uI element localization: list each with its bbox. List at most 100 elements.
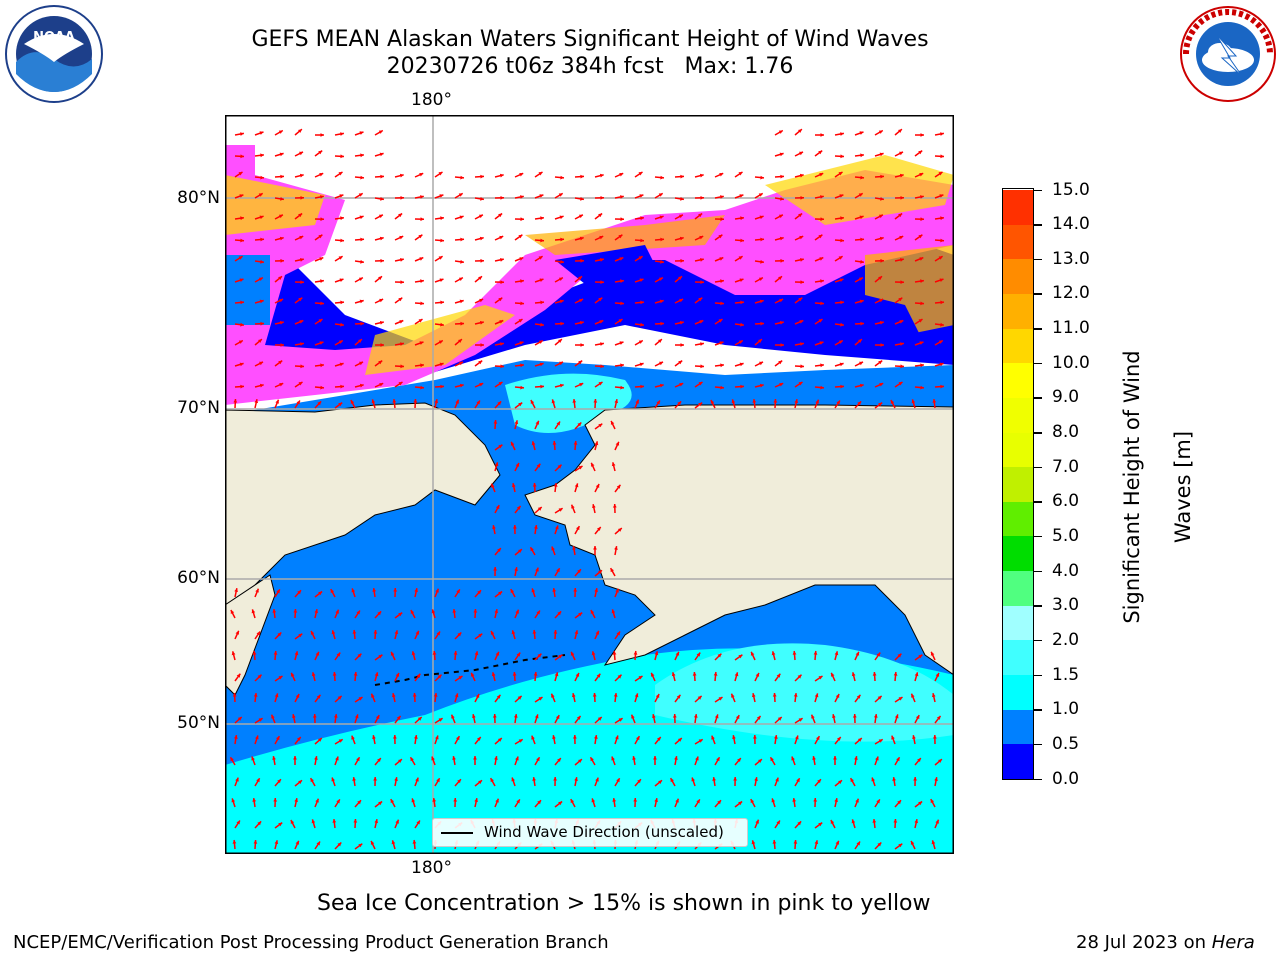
wind-arrow-head: [514, 567, 518, 571]
wind-arrow-head: [294, 798, 298, 802]
wind-arrow-head: [316, 694, 321, 699]
wind-arrow-head: [878, 130, 883, 134]
map-legend: Wind Wave Direction (unscaled): [432, 818, 748, 847]
wind-arrow-head: [258, 277, 263, 281]
colorbar-segment: [1003, 328, 1033, 364]
wind-arrow-head: [511, 777, 515, 782]
wind-arrow-head: [831, 672, 835, 677]
wind-arrow-head: [359, 131, 364, 135]
wind-arrow-head: [473, 756, 477, 760]
wind-arrow-head: [440, 300, 444, 305]
wind-arrow-head: [760, 259, 764, 264]
colorbar-tick: [1034, 535, 1042, 538]
colorbar-tick-label: 6.0: [1052, 491, 1080, 512]
wind-arrow-head: [497, 738, 502, 742]
wind-arrow-head: [230, 757, 234, 762]
wind-arrow-head: [677, 738, 682, 742]
wind-arrow-head: [800, 364, 804, 369]
wind-arrow-head: [658, 780, 662, 784]
colorbar-tick: [1034, 778, 1042, 780]
wind-arrow-head: [515, 462, 520, 467]
wind-arrow-head: [911, 399, 916, 404]
wind-arrow-head: [780, 174, 784, 179]
wind-arrow-head: [900, 364, 904, 369]
wind-arrow-head: [758, 339, 762, 343]
wind-arrow-head: [478, 276, 482, 280]
colorbar-title-line2: Waves [m]: [1171, 430, 1195, 544]
wind-arrow-head: [420, 301, 424, 306]
wind-arrow-head: [494, 756, 498, 760]
wind-arrow-head: [273, 798, 278, 802]
wind-arrow-head: [510, 589, 515, 594]
wind-arrow-head: [617, 674, 622, 679]
wind-arrow-head: [479, 320, 484, 325]
wind-arrow-head: [471, 672, 475, 677]
wind-arrow-head: [239, 362, 244, 367]
wind-arrow-head: [531, 588, 536, 593]
wind-arrow-head: [719, 257, 724, 261]
wind-arrow-head: [433, 693, 438, 697]
wind-arrow-head: [318, 150, 323, 155]
wind-arrow-head: [298, 382, 303, 386]
wind-arrow-head: [737, 758, 741, 762]
wind-arrow-head: [359, 361, 363, 366]
wind-arrow-head: [699, 173, 704, 178]
wind-arrow-head: [638, 676, 643, 680]
wind-arrow-head: [920, 279, 924, 283]
wind-arrow-head: [294, 651, 299, 656]
wind-arrow-head: [459, 299, 464, 304]
wind-arrow-head: [419, 341, 424, 345]
wind-arrow-head: [920, 217, 924, 222]
wind-arrow-head: [534, 714, 539, 719]
wind-arrow-head: [590, 610, 595, 614]
wind-arrow-head: [750, 651, 755, 656]
wind-arrow-head: [898, 382, 903, 386]
wind-arrow-head: [876, 799, 880, 804]
wind-arrow-head: [798, 129, 802, 133]
wind-arrow-head: [459, 383, 464, 388]
wind-arrow-head: [591, 462, 595, 467]
colorbar-tick-label: 3.0: [1052, 595, 1080, 616]
wind-arrow-head: [698, 739, 703, 743]
wind-arrow-head: [435, 735, 439, 740]
wind-arrow-head: [515, 609, 519, 614]
wind-arrow-head: [359, 215, 364, 220]
wind-arrow-head: [499, 235, 504, 240]
wind-arrow-head: [840, 384, 844, 389]
wind-arrow-head: [256, 778, 260, 783]
wind-arrow-head: [797, 821, 802, 826]
wind-arrow-head: [899, 320, 904, 324]
wind-arrow-head: [693, 714, 698, 718]
wind-arrow-head: [338, 172, 343, 176]
wind-arrow-head: [798, 718, 803, 722]
wind-arrow-head: [855, 651, 860, 656]
wind-arrow-head: [257, 821, 262, 826]
wind-arrow-head: [540, 238, 544, 243]
wind-arrow-head: [512, 672, 517, 676]
wind-arrow-head: [578, 276, 582, 280]
sea-ice-yellow-1: [225, 175, 325, 235]
wind-arrow-head: [414, 588, 418, 592]
wind-arrow-head: [600, 342, 604, 346]
wind-arrow-head: [818, 234, 823, 239]
wind-arrow-head: [478, 780, 482, 784]
wind-arrow-head: [620, 217, 624, 222]
map-gridlines: [225, 115, 954, 854]
wind-arrow-head: [858, 277, 863, 281]
wind-arrow-head: [317, 738, 322, 742]
wind-arrow-head: [280, 343, 284, 347]
wind-arrow-head: [439, 194, 444, 198]
latitude-label-70: 70°N: [177, 398, 220, 418]
wind-arrow-head: [251, 756, 255, 761]
wind-arrow-head: [535, 420, 539, 425]
wind-arrow-head: [800, 258, 804, 262]
colorbar-tick: [1034, 224, 1042, 226]
wind-arrow-head: [720, 217, 724, 222]
wind-arrow-head: [877, 695, 882, 700]
wind-arrow-head: [780, 197, 784, 201]
wind-arrow-head: [560, 175, 564, 180]
wind-arrow-head: [934, 777, 938, 781]
wind-arrow-head: [278, 360, 283, 365]
wind-arrow-head: [938, 256, 943, 260]
wind-arrow-head: [680, 343, 684, 347]
